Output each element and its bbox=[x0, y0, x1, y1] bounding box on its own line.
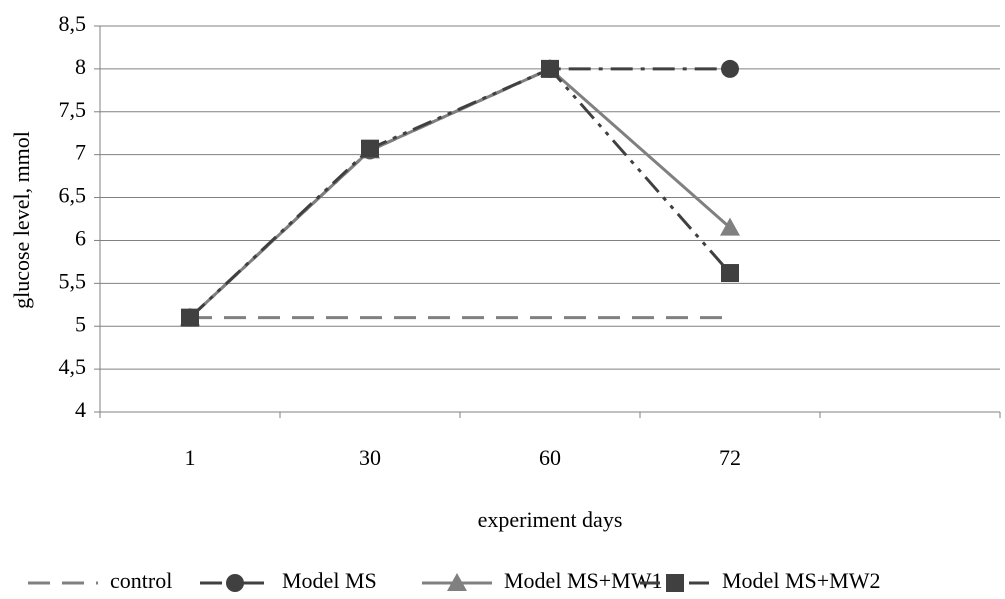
y-tick-label: 7 bbox=[75, 140, 86, 165]
legend-marker bbox=[666, 574, 684, 592]
y-tick-label: 5,5 bbox=[59, 268, 87, 293]
point bbox=[361, 139, 379, 158]
x-tick-label: 72 bbox=[719, 445, 741, 470]
y-tick-label: 8 bbox=[75, 54, 86, 79]
legend-label: Model MS+MW1 bbox=[504, 568, 662, 593]
x-tick-label: 1 bbox=[185, 445, 196, 470]
y-tick-label: 6,5 bbox=[59, 183, 87, 208]
y-tick-label: 4 bbox=[75, 397, 86, 422]
legend-label: Model MS bbox=[282, 568, 377, 593]
series-line bbox=[188, 67, 730, 319]
series-line bbox=[188, 67, 731, 319]
point bbox=[541, 59, 559, 78]
y-tick-label: 8,5 bbox=[59, 11, 87, 36]
y-tick-label: 6 bbox=[75, 225, 86, 250]
point bbox=[721, 264, 739, 283]
legend-label: Model MS+MW2 bbox=[722, 568, 880, 593]
legend-label: control bbox=[110, 568, 172, 593]
x-tick-label: 60 bbox=[539, 445, 561, 470]
point bbox=[720, 217, 740, 236]
y-tick-label: 7,5 bbox=[59, 97, 87, 122]
series-line bbox=[188, 67, 732, 319]
x-axis-label: experiment days bbox=[478, 507, 623, 532]
legend-marker bbox=[447, 573, 467, 591]
y-tick-label: 4,5 bbox=[59, 354, 87, 379]
point bbox=[721, 59, 739, 78]
legend-marker bbox=[226, 574, 244, 592]
y-tick-label: 5 bbox=[75, 311, 86, 336]
point bbox=[181, 308, 199, 327]
x-tick-label: 30 bbox=[359, 445, 381, 470]
y-axis-label: glucose level, mmol bbox=[9, 131, 34, 309]
